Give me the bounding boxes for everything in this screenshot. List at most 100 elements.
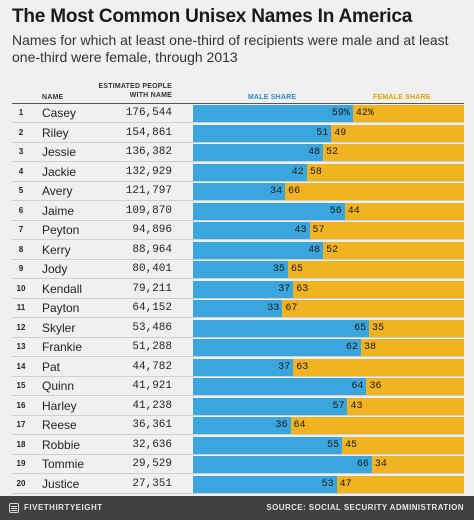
- rank-label: 5: [18, 186, 24, 195]
- table-row: 14 Pat 44,782 37 63: [0, 358, 474, 377]
- female-share-label: 35: [372, 322, 385, 334]
- female-share-bar: [331, 124, 464, 142]
- column-header-male-share: MALE SHARE: [248, 94, 297, 101]
- rank-label: 16: [16, 400, 26, 410]
- rank-label: 9: [18, 264, 24, 273]
- female-share-label: 49: [334, 127, 347, 139]
- estimated-people-value: 41,921: [132, 380, 172, 392]
- table-row: 11 Payton 64,152 33 67: [0, 299, 474, 318]
- male-share-label: 65: [354, 322, 367, 334]
- male-share-label: 35: [272, 264, 285, 275]
- row-divider: [12, 297, 464, 299]
- female-share-bar: [344, 202, 464, 220]
- row-divider: [12, 395, 464, 396]
- female-share-bar: [361, 339, 464, 356]
- row-divider: [12, 161, 464, 162]
- male-share-bar: [193, 436, 343, 454]
- name-label: Harley: [42, 398, 77, 413]
- male-share-bar: [193, 378, 367, 395]
- female-share-label: 52: [326, 147, 339, 158]
- male-share-bar: [193, 105, 353, 122]
- row-divider: [12, 239, 464, 240]
- male-share-bar: [193, 183, 286, 200]
- male-share-bar: [193, 417, 291, 434]
- male-share-bar: [193, 280, 294, 298]
- row-divider: [12, 278, 464, 279]
- male-share-bar: [193, 358, 294, 376]
- female-share-bar: [366, 378, 464, 395]
- female-share-label: 66: [288, 186, 301, 197]
- female-share-label: 58: [309, 166, 322, 178]
- male-share-bar: [193, 124, 332, 142]
- row-divider: [12, 414, 464, 416]
- female-share-label: 42%: [355, 108, 374, 119]
- male-share-label: 56: [329, 205, 342, 217]
- male-share-bar: [193, 222, 310, 239]
- male-share-bar: [193, 261, 288, 278]
- rank-label: 15: [16, 381, 26, 390]
- table-row: 8 Kerry 88,964 48 52: [0, 241, 474, 260]
- table-row: 5 Avery 121,797 34 66: [0, 182, 474, 201]
- estimated-people-value: 88,964: [132, 243, 172, 256]
- female-share-bar: [369, 319, 464, 337]
- rank-label: 12: [16, 322, 26, 332]
- estimated-people-value: 53,486: [132, 321, 172, 334]
- rank-label: 2: [18, 127, 24, 137]
- rank-label: 8: [18, 244, 24, 254]
- female-share-bar: [323, 144, 464, 161]
- male-share-label: 34: [270, 186, 283, 197]
- row-divider: [12, 180, 464, 182]
- row-divider: [12, 375, 464, 377]
- name-label: Quinn: [42, 379, 75, 393]
- male-share-bar: [193, 456, 372, 473]
- name-label: Jackie: [42, 164, 77, 179]
- rank-label: 4: [18, 166, 24, 176]
- female-share-bar: [285, 183, 464, 200]
- table-row: 6 Jaime 109,870 56 44: [0, 202, 474, 221]
- male-share-label: 53: [321, 478, 334, 490]
- table-row: 12 Skyler 53,486 65 35: [0, 319, 474, 338]
- rank-label: 18: [16, 439, 26, 449]
- column-header-name: NAME: [42, 94, 64, 101]
- table-row: 1 Casey 176,544 59% 42%: [0, 104, 474, 123]
- female-share-bar: [287, 261, 464, 278]
- chart-title: The Most Common Unisex Names In America: [12, 6, 413, 27]
- estimated-people-value: 176,544: [125, 107, 172, 119]
- table-row: 7 Peyton 94,896 43 57: [0, 221, 474, 240]
- female-share-bar: [347, 397, 464, 415]
- name-label: Jessie: [42, 145, 77, 159]
- rank-label: 20: [16, 478, 26, 488]
- male-share-label: 48: [308, 244, 321, 256]
- rank-label: 19: [16, 459, 26, 468]
- estimated-people-value: 79,211: [132, 282, 172, 295]
- male-share-bar: [193, 202, 345, 220]
- table-row: 13 Frankie 51,288 62 38: [0, 338, 474, 357]
- estimated-people-value: 36,361: [132, 419, 172, 431]
- row-divider: [12, 122, 464, 123]
- source-label: SOURCE: SOCIAL SECURITY ADMINISTRATION: [266, 503, 464, 512]
- row-divider: [12, 219, 464, 221]
- name-label: Frankie: [42, 340, 83, 354]
- rank-label: 13: [16, 342, 26, 351]
- row-divider: [12, 434, 464, 435]
- estimated-people-value: 41,238: [132, 399, 172, 412]
- name-label: Jody: [42, 262, 68, 276]
- male-share-bar: [193, 319, 370, 337]
- row-divider: [12, 258, 464, 260]
- male-share-bar: [193, 163, 307, 181]
- female-share-label: 57: [312, 225, 325, 236]
- female-share-label: 64: [293, 420, 306, 431]
- table-row: 4 Jackie 132,929 42 58: [0, 163, 474, 182]
- row-divider: [12, 492, 464, 494]
- table-row: 10 Kendall 79,211 37 63: [0, 280, 474, 299]
- male-share-label: 59%: [331, 108, 350, 119]
- table-row: 16 Harley 41,238 57 43: [0, 397, 474, 416]
- male-share-label: 57: [332, 400, 345, 412]
- male-share-label: 36: [275, 420, 288, 431]
- name-label: Skyler: [42, 320, 76, 335]
- table-row: 15 Quinn 41,921 64 36: [0, 377, 474, 396]
- female-share-bar: [336, 475, 464, 493]
- rank-label: 17: [16, 420, 26, 429]
- female-share-label: 45: [345, 439, 358, 451]
- rank-label: 3: [18, 147, 24, 156]
